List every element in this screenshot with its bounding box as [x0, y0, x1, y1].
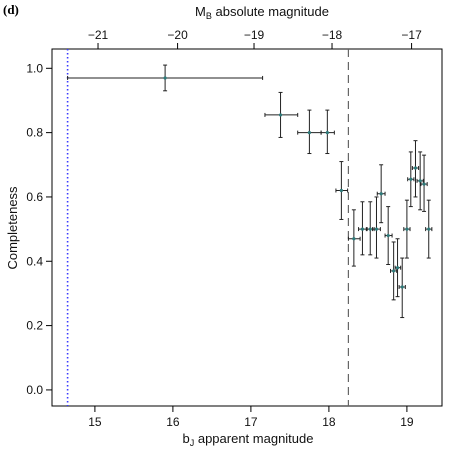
top-tick-label: −17	[401, 28, 422, 42]
x-tick-label: 15	[88, 415, 102, 429]
x-axis-title-rest: apparent magnitude	[194, 431, 313, 446]
y-tick-label: 0.6	[26, 190, 43, 204]
top-tick-label: −21	[88, 28, 109, 42]
top-axis-title-sub: B	[206, 11, 212, 21]
data-point	[360, 227, 365, 231]
data-point	[409, 177, 413, 181]
data-point	[418, 179, 422, 183]
y-tick-label: 0.8	[26, 126, 43, 140]
svg-text:MB absolute magnitude: MB absolute magnitude	[195, 4, 329, 21]
panel-label: (d)	[3, 2, 19, 17]
y-axis-title: Completeness	[5, 186, 20, 270]
x-tick-label: 19	[400, 415, 414, 429]
x-tick-label: 16	[166, 415, 180, 429]
top-tick-label: −19	[244, 28, 265, 42]
svg-text:bJ apparent magnitude: bJ apparent magnitude	[183, 431, 314, 448]
data-point	[395, 266, 400, 270]
top-tick-label: −18	[322, 28, 343, 42]
y-tick-label: 0.0	[26, 383, 43, 397]
x-axis-title-prefix: b	[183, 431, 190, 446]
plot-frame	[51, 48, 443, 407]
x-tick-label: 18	[322, 415, 336, 429]
y-tick-label: 0.4	[26, 254, 43, 268]
data-point	[400, 285, 404, 289]
data-point	[386, 233, 390, 238]
data-point	[392, 269, 396, 273]
x-axis-title: bJ apparent magnitude	[183, 431, 314, 448]
data-point	[368, 227, 372, 231]
top-axis-title-prefix: M	[195, 4, 206, 19]
data-point	[352, 237, 356, 241]
y-tick-label: 1.0	[26, 61, 43, 75]
data-point	[427, 227, 431, 231]
data-point	[374, 227, 379, 231]
y-tick-label: 0.2	[26, 319, 43, 333]
data-point	[325, 131, 329, 135]
data-point	[163, 76, 167, 80]
top-axis-title: MB absolute magnitude	[195, 4, 329, 21]
top-tick-label: −20	[167, 28, 188, 42]
data-point	[405, 227, 409, 231]
data-point	[339, 188, 343, 193]
top-axis-title-rest: absolute magnitude	[212, 4, 329, 19]
data-point	[278, 113, 283, 117]
data-point	[379, 192, 383, 196]
data-point	[413, 166, 418, 170]
data-point	[307, 131, 311, 135]
x-axis-title-sub: J	[190, 438, 195, 448]
x-tick-label: 17	[244, 415, 258, 429]
data-point	[422, 182, 426, 186]
